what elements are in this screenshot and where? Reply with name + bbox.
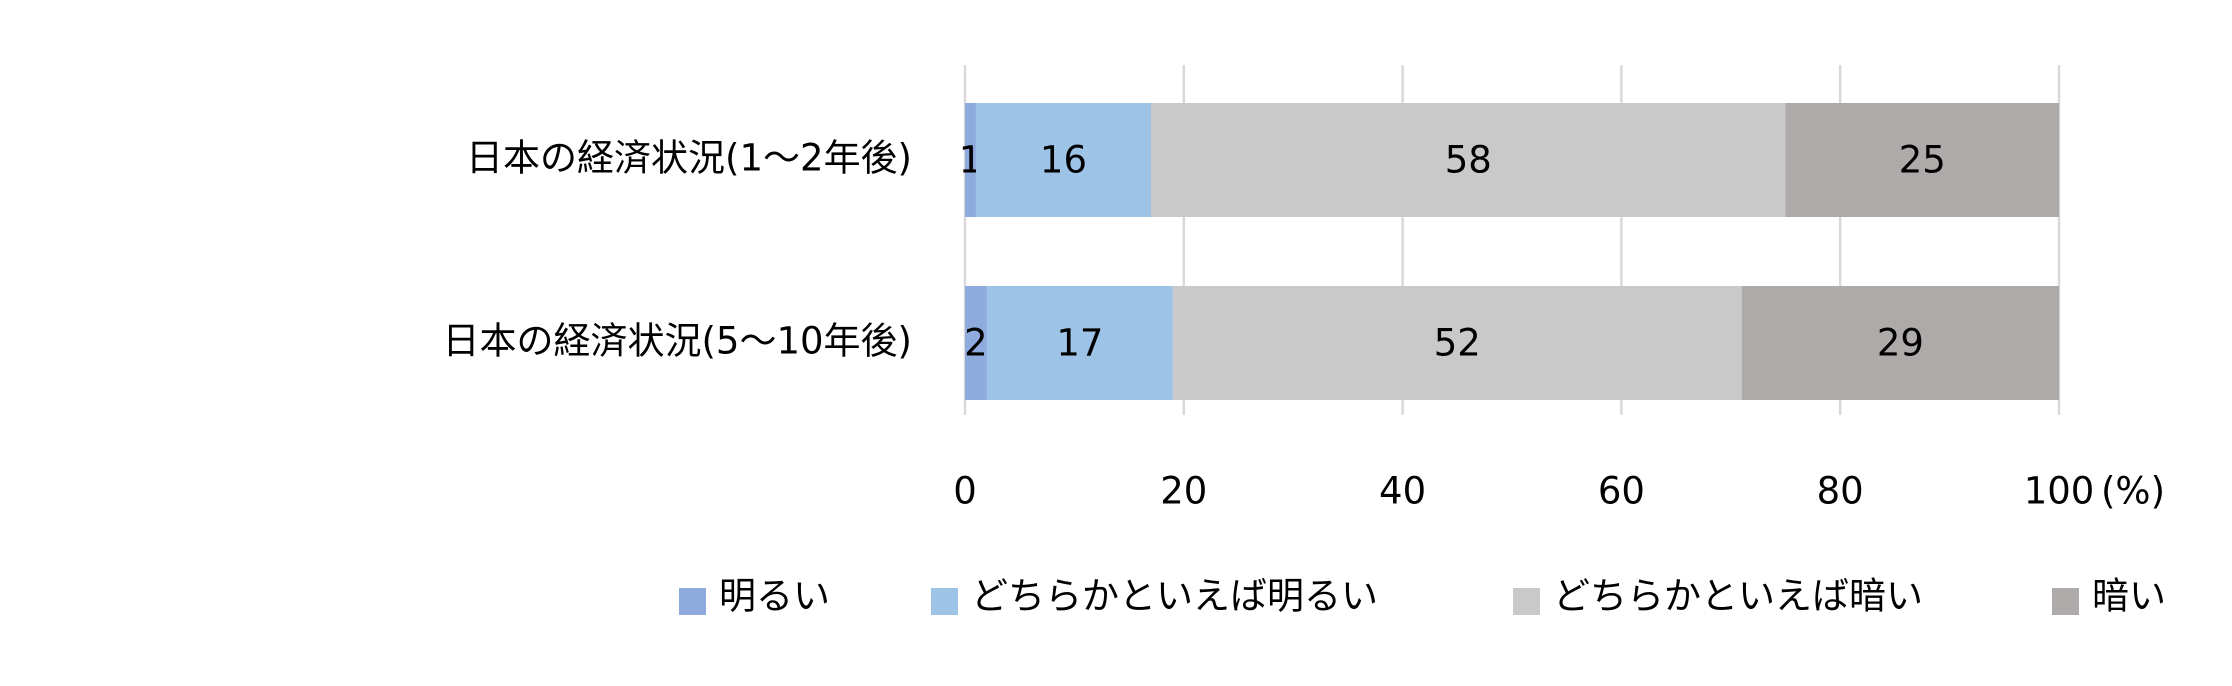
legend-marker xyxy=(931,588,958,615)
bar-segment xyxy=(1785,103,2059,217)
legend-marker xyxy=(679,588,706,615)
data-label: 29 xyxy=(1877,322,1924,365)
bar-segment xyxy=(1741,286,2059,400)
x-tick-label: 80 xyxy=(1817,470,1864,513)
data-label: 2 xyxy=(964,322,988,365)
data-label: 52 xyxy=(1434,322,1481,365)
bar-segment xyxy=(1172,286,1742,400)
y-tick-label: 日本の経済状況(5～10年後) xyxy=(443,320,913,363)
legend-label: どちらかといえば暗い xyxy=(1553,575,1923,618)
data-label: 58 xyxy=(1445,139,1492,182)
legend-label: 暗い xyxy=(2092,575,2166,618)
bar-segment xyxy=(986,286,1173,400)
bar-segment xyxy=(965,103,976,217)
bar-segment xyxy=(965,286,987,400)
x-tick-label: 60 xyxy=(1598,470,1645,513)
data-label: 16 xyxy=(1040,139,1087,182)
data-label: 25 xyxy=(1899,139,1946,182)
x-axis-label: (%) xyxy=(2101,470,2165,513)
x-tick-label: 20 xyxy=(1160,470,1207,513)
bar-segment xyxy=(1150,103,1786,217)
legend-label: 明るい xyxy=(719,575,830,618)
legend-label: どちらかといえば明るい xyxy=(971,575,1378,618)
data-label: 17 xyxy=(1056,322,1103,365)
bar-segment xyxy=(975,103,1151,217)
legend-marker xyxy=(1513,588,1540,615)
legend-marker xyxy=(2052,588,2079,615)
x-tick-label: 100 xyxy=(2024,470,2095,513)
y-tick-label: 日本の経済状況(1～2年後) xyxy=(466,137,912,180)
x-tick-label: 0 xyxy=(953,470,977,513)
x-tick-label: 40 xyxy=(1379,470,1426,513)
